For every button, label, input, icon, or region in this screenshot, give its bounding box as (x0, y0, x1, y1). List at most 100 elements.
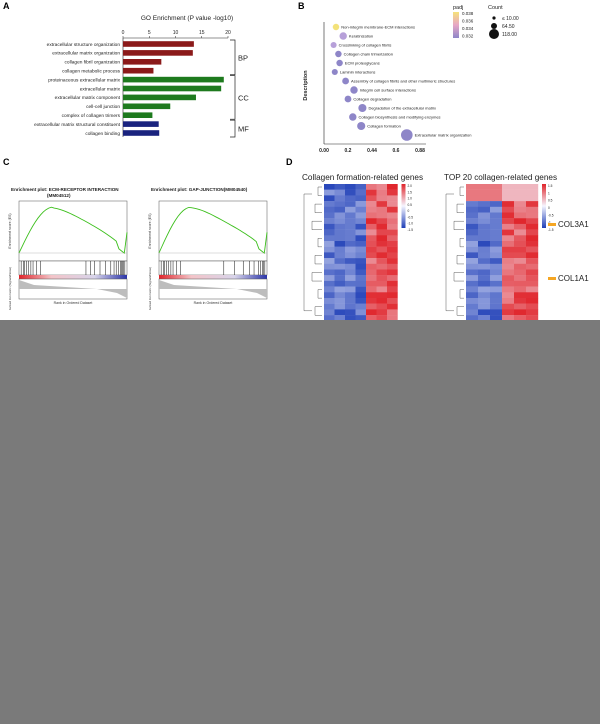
heatmap-cell (478, 315, 491, 320)
group-bracket (230, 119, 236, 138)
heatmap-cell (478, 246, 491, 253)
heatmap-cell (526, 252, 539, 259)
heatmap-cell (355, 263, 367, 270)
heatmap-cell (387, 315, 398, 320)
heatmap-cell (366, 269, 377, 276)
heatmap-cell (466, 275, 479, 282)
heatmap-cell (387, 292, 398, 299)
heatmap-cell (466, 292, 479, 299)
heatmap-cell (324, 258, 335, 264)
heatmap-cell (366, 275, 377, 282)
heatmap-cell (526, 218, 539, 225)
heatmap-cell (387, 263, 398, 270)
heatmap-cell (387, 280, 398, 287)
scale-tick: 0 (548, 206, 550, 210)
heatmap-cell (478, 280, 491, 287)
bubble-label: Collagen biosynthesis and modifying enzy… (359, 115, 441, 120)
heatmap-cell (366, 184, 377, 190)
heatmap-cell (324, 269, 335, 276)
heatmap-cell (490, 189, 503, 196)
heatmap-cell (355, 269, 367, 276)
size-legend-label: 118.00 (502, 32, 517, 38)
heatmap-cell (526, 269, 539, 276)
x-tick-label: 0.88 (415, 148, 425, 154)
heatmap-cell (490, 263, 503, 270)
bubble-label: Collagen degradation (353, 97, 391, 102)
heatmap-cell (387, 309, 398, 316)
dendrogram-branch (453, 221, 464, 230)
heatmap-cell (376, 189, 388, 196)
heatmap-cell (355, 223, 367, 230)
heatmap-cell (334, 184, 346, 190)
heatmap-cell (387, 212, 398, 219)
heatmap-cell (466, 223, 479, 230)
heatmap-cell (490, 223, 503, 230)
heatmap-cell (345, 223, 356, 230)
heatmap-cell (502, 206, 515, 213)
heatmap-cell (526, 229, 539, 236)
heatmap-cell (334, 303, 346, 310)
heatmap-cell (334, 229, 346, 236)
dendrogram-branch (311, 272, 322, 282)
scale-tick: -1.5 (408, 228, 414, 232)
heatmap-cell (334, 195, 346, 202)
heatmap-cell (490, 206, 503, 213)
heatmap-cell (478, 303, 491, 310)
es-panel (18, 200, 128, 262)
heatmap-cell (526, 263, 539, 270)
metric-axis-title: Ranked list metric (Signal2Noise) (148, 267, 152, 310)
heatmap-title: Collagen formation-related genes (302, 173, 423, 182)
heatmap-cell (478, 229, 491, 236)
heatmap-cell (490, 212, 503, 219)
color-legend-bar (453, 12, 459, 38)
bubble-label: Extracellular matrix organization (415, 133, 472, 138)
heatmap-cell (490, 309, 503, 316)
heatmap-cell (334, 223, 346, 230)
bubble (401, 129, 413, 141)
heatmap-cell (514, 286, 527, 293)
heatmap-cell (387, 252, 398, 259)
x-tick-label: 15 (199, 30, 205, 36)
heatmap-cell (514, 218, 527, 225)
heatmap-cell (466, 218, 479, 225)
heatmap-cell (478, 235, 491, 242)
heatmap-cell (526, 286, 539, 293)
category-label: extracellular structure organization (47, 42, 121, 48)
gsea-subtitle: (MM04512) (47, 193, 71, 198)
heatmap-cell (355, 258, 367, 264)
heatmap-cell (345, 189, 356, 196)
scale-bar (401, 184, 406, 228)
heatmap-cell (366, 206, 377, 213)
heatmap-cell (514, 252, 527, 259)
scale-tick: 2.0 (408, 184, 413, 188)
heatmap-cell (376, 263, 388, 270)
heatmap-cell (466, 258, 479, 264)
bubble (344, 95, 352, 103)
heatmap-cell (345, 195, 356, 202)
group-label: CC (238, 93, 249, 102)
heatmap-cell (514, 298, 527, 304)
heatmap-cell (478, 218, 491, 225)
x-tick-label: 20 (225, 30, 231, 36)
heatmap-cell (366, 263, 377, 270)
category-label: proteinaceous extracellular matrix (48, 77, 120, 83)
heatmap-cell (345, 286, 356, 293)
dendrogram-branch (459, 238, 464, 248)
heatmap-cell (355, 218, 367, 225)
go-enrichment-chart: GO Enrichment (P value -log10) 0 5 10 15 20 ex… (34, 15, 249, 138)
heatmap-cell (502, 184, 515, 190)
x-tick-label: 0.2 (345, 148, 352, 154)
heatmap-cell (526, 184, 539, 190)
heatmap-cell (355, 212, 367, 219)
heatmap-cell (514, 275, 527, 282)
heatmap-cell (324, 189, 335, 196)
es-curve (18, 206, 128, 254)
heatmap-cell (478, 309, 491, 316)
heatmap-cell (334, 241, 346, 247)
es-panel (158, 200, 268, 262)
heatmap-cell (514, 292, 527, 299)
heatmap-cell (526, 298, 539, 304)
heatmap-cell (502, 275, 515, 282)
heatmap-cell (334, 292, 346, 299)
scale-tick: 0.5 (408, 203, 413, 207)
